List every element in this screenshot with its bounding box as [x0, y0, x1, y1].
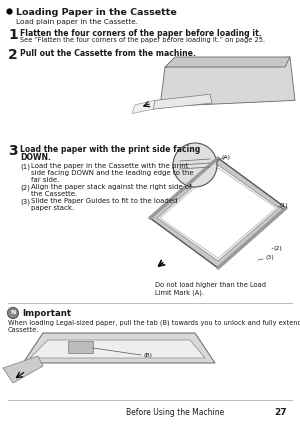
Text: Align the paper stack against the right side of
the Cassette.: Align the paper stack against the right …: [31, 184, 192, 197]
Circle shape: [173, 143, 217, 187]
Text: Before Using the Machine: Before Using the Machine: [126, 408, 224, 417]
Text: (1): (1): [20, 163, 30, 170]
Polygon shape: [165, 57, 290, 67]
Text: (B): (B): [143, 352, 152, 357]
Text: Load the paper in the Cassette with the print
side facing DOWN and the leading e: Load the paper in the Cassette with the …: [31, 163, 194, 183]
Circle shape: [8, 308, 19, 318]
Text: Do not load higher than the Load
Limit Mark (A).: Do not load higher than the Load Limit M…: [155, 282, 266, 295]
Polygon shape: [30, 340, 205, 358]
Text: Load plain paper in the Cassette.: Load plain paper in the Cassette.: [16, 19, 138, 25]
Text: 2: 2: [8, 48, 18, 62]
Text: DOWN.: DOWN.: [20, 153, 51, 162]
Polygon shape: [68, 341, 93, 353]
Text: Loading Paper in the Cassette: Loading Paper in the Cassette: [16, 8, 177, 17]
Text: (2): (2): [274, 246, 283, 250]
Text: Important: Important: [22, 309, 71, 318]
Polygon shape: [157, 165, 279, 261]
Polygon shape: [132, 100, 155, 113]
Text: 27: 27: [274, 408, 287, 417]
Polygon shape: [153, 94, 212, 109]
Polygon shape: [160, 168, 276, 258]
Polygon shape: [23, 333, 215, 363]
Text: Pull out the Cassette from the machine.: Pull out the Cassette from the machine.: [20, 49, 196, 58]
Text: See “Flatten the four corners of the paper before loading it.” on page 25.: See “Flatten the four corners of the pap…: [20, 37, 265, 43]
Text: (A): (A): [222, 156, 231, 161]
Polygon shape: [150, 158, 286, 268]
Text: N: N: [10, 311, 16, 315]
Text: (2): (2): [20, 184, 30, 190]
Polygon shape: [160, 57, 295, 107]
Text: Load the paper with the print side facing: Load the paper with the print side facin…: [20, 145, 200, 154]
Text: 3: 3: [8, 144, 18, 158]
Text: (3): (3): [265, 255, 274, 261]
Text: (3): (3): [20, 198, 30, 204]
Text: When loading Legal-sized paper, pull the tab (B) towards you to unlock and fully: When loading Legal-sized paper, pull the…: [8, 320, 300, 334]
Text: 1: 1: [8, 28, 18, 42]
Text: Slide the Paper Guides to fit to the loaded
paper stack.: Slide the Paper Guides to fit to the loa…: [31, 198, 177, 211]
Polygon shape: [3, 356, 43, 383]
Text: Flatten the four corners of the paper before loading it.: Flatten the four corners of the paper be…: [20, 29, 262, 38]
Text: (1): (1): [279, 202, 288, 207]
